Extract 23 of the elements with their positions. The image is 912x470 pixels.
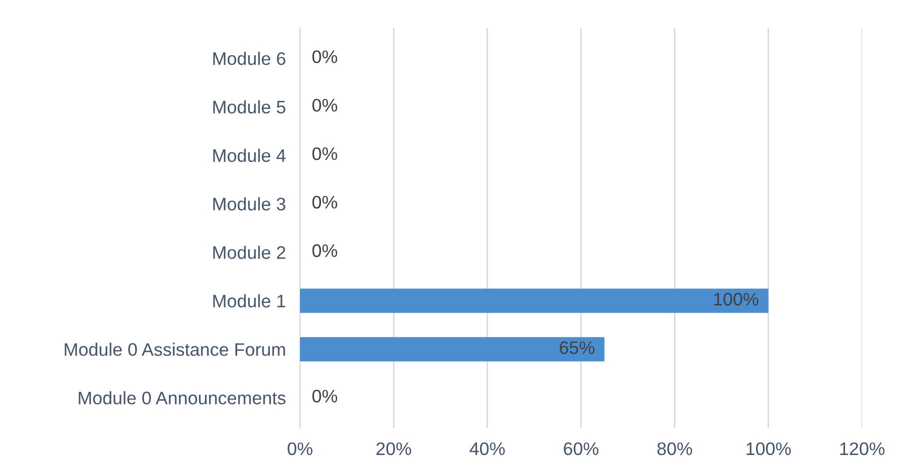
data-label: 0% [312,196,338,209]
y-tick-label: Module 2 [213,246,286,259]
x-tick-label: 40% [470,442,505,456]
data-label: 0% [312,390,338,403]
y-tick-label: Module 0 Announcements [78,391,286,404]
x-tick-label: 20% [376,442,412,456]
data-label: 0% [312,147,338,160]
x-tick-label: 60% [564,442,598,456]
y-tick-label: Module 4 [213,148,286,162]
x-tick-label: 100% [746,442,791,456]
x-tick-label: 80% [657,442,692,456]
x-tick-label: 0% [288,442,312,456]
y-tick-label: Module 3 [213,197,286,210]
y-tick-label: Module 5 [213,100,286,114]
data-label: 65% [560,341,594,354]
y-tick-label: Module 0 Assistance Forum [64,342,285,356]
x-tick-label: 120% [840,442,884,456]
data-label: 0% [312,98,338,112]
data-label: 0% [312,244,338,258]
y-tick-label: Module 1 [213,294,286,308]
y-tick-label: Module 6 [213,52,286,66]
data-label: 100% [714,292,758,306]
data-label: 0% [312,50,338,64]
